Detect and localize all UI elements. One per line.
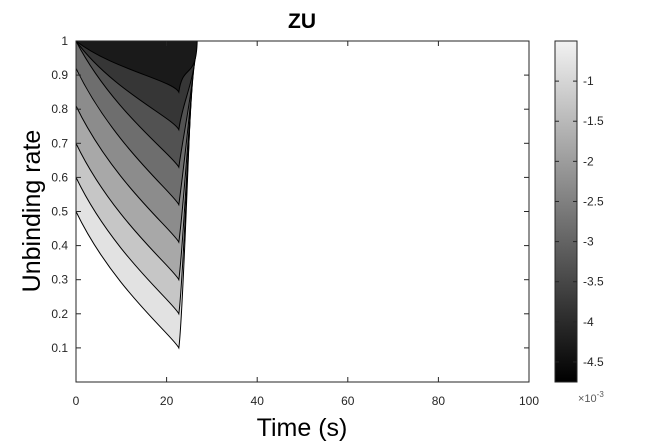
colorbar [554,40,578,383]
colorbar-tick-label: -2.5 [583,194,604,208]
x-tick-label: 100 [519,394,539,408]
colorbar-ticks: -1 -1.5 -2 -2.5 -3 -3.5 -4 -4.5 [555,74,604,369]
y-axis-label: Unbinding rate [18,130,46,293]
colorbar-tick-label: -2 [583,154,594,168]
y-tick-label: 0.1 [51,341,68,355]
y-tick-label: 0.6 [51,170,68,184]
y-axis: 0.1 0.2 0.3 0.4 0.5 0.6 0.7 0.8 0.9 1 [51,34,529,355]
contour-layers [76,41,198,350]
x-tick-label: 80 [432,394,446,408]
x-tick-label: 0 [73,394,80,408]
colorbar-tick-label: -3 [583,235,594,249]
colorbar-tick-label: -3.5 [583,275,604,289]
y-tick-label: 1 [61,34,68,48]
y-tick-label: 0.4 [51,239,68,253]
y-tick-label: 0.7 [51,136,68,150]
colorbar-tick-label: -1.5 [583,114,604,128]
colorbar-tick-label: -4.5 [583,355,604,369]
y-tick-label: 0.2 [51,307,68,321]
x-axis-label: Time (s) [257,414,348,442]
colorbar-exponent: ×10-3 [578,390,604,405]
x-tick-label: 40 [251,394,265,408]
y-tick-label: 0.3 [51,273,68,287]
contour-level-8 [76,41,198,94]
x-axis: 0 20 40 60 80 100 [73,41,539,408]
y-tick-label: 0.9 [51,68,68,82]
y-tick-label: 0.5 [51,205,68,219]
x-tick-label: 60 [341,394,355,408]
colorbar-tick-label: -4 [583,315,594,329]
x-tick-label: 20 [160,394,174,408]
colorbar-tick-label: -1 [583,74,594,88]
chart-title: ZU [288,10,316,33]
y-tick-label: 0.8 [51,102,68,116]
